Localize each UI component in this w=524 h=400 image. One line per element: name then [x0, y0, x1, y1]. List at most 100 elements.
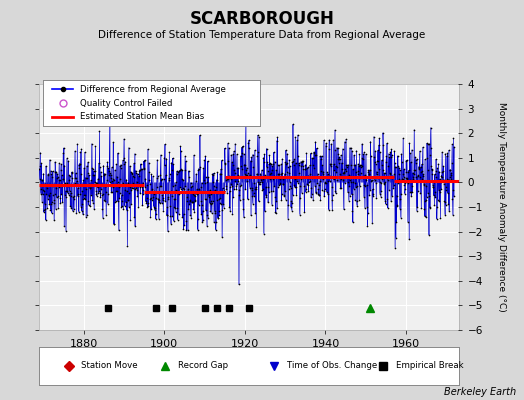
Text: Time of Obs. Change: Time of Obs. Change [287, 361, 377, 370]
Point [156, 200, 164, 206]
Point [136, 184, 145, 190]
Point [59, 150, 68, 156]
Point [63, 183, 72, 189]
Point [50, 217, 58, 224]
Point [343, 164, 351, 170]
Point [61, 180, 69, 186]
Point [423, 155, 431, 161]
Point [157, 183, 165, 189]
Point [192, 171, 200, 177]
Point [346, 176, 355, 183]
Point [65, 177, 73, 183]
Point [38, 191, 47, 198]
Point [191, 198, 199, 205]
Point [436, 176, 444, 182]
Point [43, 204, 51, 211]
Point [302, 150, 311, 156]
Point [259, 155, 268, 161]
Point [248, 193, 256, 199]
Point [192, 178, 200, 184]
Point [131, 185, 139, 192]
Point [206, 191, 215, 197]
Point [326, 163, 335, 169]
Text: Station Move: Station Move [81, 361, 138, 370]
Point [314, 191, 322, 197]
Point [263, 146, 271, 152]
Point [101, 183, 110, 190]
Point [408, 147, 416, 153]
Point [56, 200, 64, 206]
Point [90, 168, 98, 174]
Point [312, 190, 320, 196]
Point [444, 147, 453, 153]
Point [167, 160, 176, 166]
Point [407, 193, 416, 199]
Point [183, 189, 191, 196]
Point [387, 152, 396, 159]
Point [446, 166, 454, 173]
Point [293, 137, 301, 144]
Point [179, 226, 188, 232]
Point [230, 185, 238, 192]
Point [162, 155, 170, 162]
Point [238, 143, 247, 150]
Point [328, 207, 336, 213]
Point [413, 156, 421, 162]
Point [326, 161, 334, 167]
Point [110, 220, 118, 227]
Point [158, 197, 167, 203]
Point [115, 183, 123, 190]
Point [332, 163, 340, 170]
Point [194, 202, 203, 208]
Point [191, 193, 199, 200]
Point [439, 163, 447, 170]
Point [149, 173, 157, 180]
Point [364, 210, 372, 217]
Point [261, 173, 269, 179]
Point [62, 228, 70, 234]
Point [239, 151, 248, 157]
Point [138, 202, 147, 208]
Point [101, 170, 109, 177]
Point [67, 193, 75, 199]
Point [57, 167, 65, 173]
Point [230, 167, 238, 174]
Point [276, 176, 285, 182]
Point [287, 207, 296, 214]
Point [405, 140, 413, 146]
Point [69, 196, 78, 202]
Point [395, 164, 403, 171]
Point [307, 150, 315, 157]
Point [296, 195, 304, 201]
Point [164, 195, 172, 202]
Point [232, 183, 241, 189]
Point [238, 195, 247, 202]
Point [303, 182, 312, 188]
Point [370, 177, 379, 183]
Point [409, 176, 418, 182]
Point [71, 148, 79, 154]
Point [301, 166, 309, 172]
Point [127, 187, 135, 193]
Point [377, 162, 386, 168]
Point [168, 155, 177, 161]
Point [201, 174, 210, 180]
Point [272, 138, 281, 144]
Point [41, 206, 50, 212]
Point [254, 178, 263, 185]
Point [48, 174, 57, 180]
Point [331, 188, 340, 194]
Point [426, 204, 434, 211]
Point [437, 186, 445, 192]
Point [432, 216, 441, 222]
Point [196, 184, 205, 190]
Point [286, 183, 294, 190]
Point [158, 200, 166, 206]
Point [416, 190, 424, 196]
Text: Berkeley Earth: Berkeley Earth [444, 387, 516, 397]
Point [424, 167, 432, 174]
Point [250, 147, 259, 153]
Point [357, 155, 366, 161]
Point [59, 176, 67, 182]
Point [120, 154, 128, 161]
